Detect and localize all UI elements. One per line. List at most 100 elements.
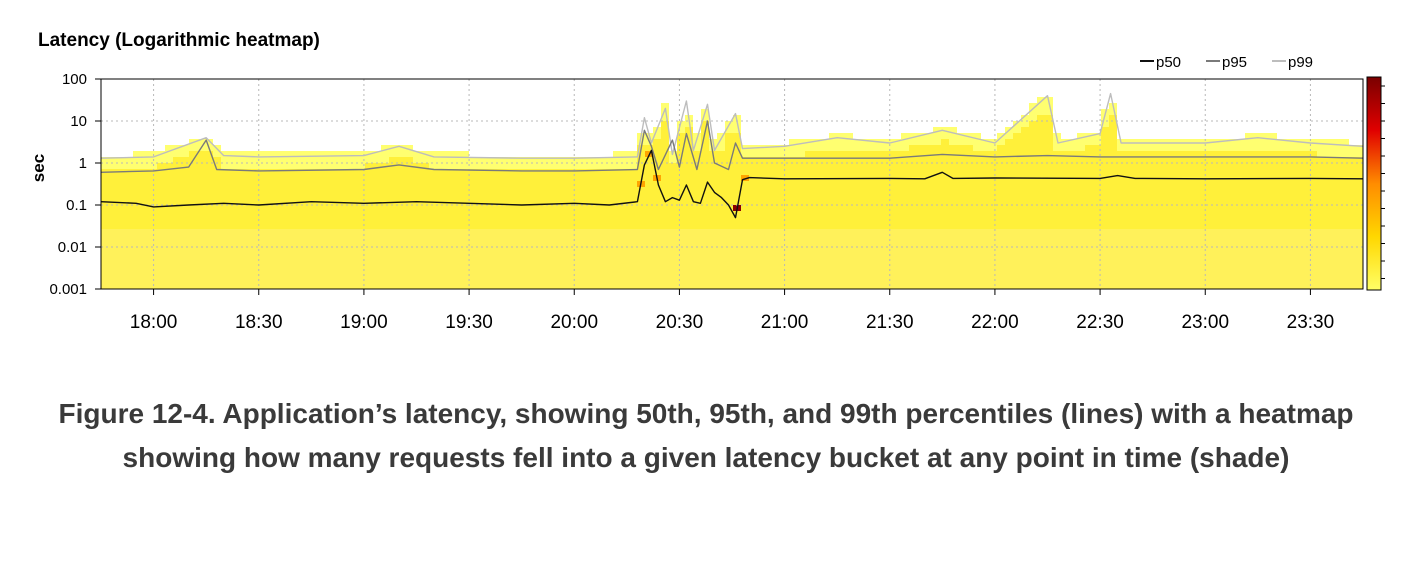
heatmap-cell xyxy=(1077,145,1085,151)
heatmap-cell xyxy=(1221,169,1229,175)
heatmap-cell xyxy=(157,205,165,211)
heatmap-cell xyxy=(1317,151,1325,157)
heatmap-cell xyxy=(1117,151,1125,157)
heatmap-cell xyxy=(725,235,733,241)
heatmap-cell xyxy=(309,217,317,223)
heatmap-cell xyxy=(821,283,829,289)
heatmap-cell xyxy=(573,181,581,187)
heatmap-cell xyxy=(565,205,573,211)
heatmap-cell xyxy=(597,223,605,229)
heatmap-cell xyxy=(317,223,325,229)
heatmap-cell xyxy=(469,283,477,289)
heatmap-cell xyxy=(1357,187,1363,193)
heatmap-cell xyxy=(101,187,109,193)
heatmap-cell xyxy=(1285,229,1293,235)
heatmap-cell xyxy=(1285,283,1293,289)
heatmap-cell xyxy=(573,193,581,199)
heatmap-cell xyxy=(181,163,189,169)
heatmap-cell xyxy=(373,271,381,277)
heatmap-cell xyxy=(1093,193,1101,199)
heatmap-cell xyxy=(445,211,453,217)
heatmap-cell xyxy=(789,271,797,277)
heatmap-cell xyxy=(861,163,869,169)
heatmap-cell xyxy=(181,211,189,217)
heatmap-cell xyxy=(1141,277,1149,283)
heatmap-cell xyxy=(1301,283,1309,289)
heatmap-cell xyxy=(1357,211,1363,217)
heatmap-cell xyxy=(693,145,701,151)
heatmap-cell xyxy=(709,193,717,199)
heatmap-cell xyxy=(733,277,741,283)
heatmap-cell xyxy=(837,145,845,151)
heatmap-cell xyxy=(757,277,765,283)
heatmap-cell xyxy=(1149,205,1157,211)
heatmap-cell xyxy=(1037,199,1045,205)
heatmap-cell xyxy=(253,151,261,157)
heatmap-cell xyxy=(1005,247,1013,253)
heatmap-cell xyxy=(1277,265,1285,271)
series-line-p99 xyxy=(100,92,1364,159)
x-tick-label: 21:00 xyxy=(761,312,809,333)
heatmap-cell xyxy=(605,157,613,163)
heatmap-cell xyxy=(701,253,709,259)
heatmap-cell xyxy=(261,217,269,223)
heatmap-cell xyxy=(357,217,365,223)
heatmap-cell xyxy=(853,247,861,253)
heatmap-cell xyxy=(973,253,981,259)
heatmap-cell xyxy=(589,187,597,193)
heatmap-cell xyxy=(1149,163,1157,169)
heatmap-cell xyxy=(197,187,205,193)
heatmap-cell xyxy=(941,277,949,283)
heatmap-cell xyxy=(125,265,133,271)
heatmap-cell xyxy=(373,193,381,199)
heatmap-cell xyxy=(909,223,917,229)
heatmap-cell xyxy=(877,241,885,247)
heatmap-cell xyxy=(381,253,389,259)
heatmap-cell xyxy=(949,139,957,145)
heatmap-cell xyxy=(173,169,181,175)
heatmap-cell xyxy=(725,193,733,199)
heatmap-cell xyxy=(125,241,133,247)
heatmap-cell xyxy=(1149,187,1157,193)
heatmap-cell xyxy=(533,163,541,169)
heatmap-cell xyxy=(509,217,517,223)
heatmap-cell xyxy=(557,223,565,229)
heatmap-cell xyxy=(173,181,181,187)
heatmap-cell xyxy=(661,133,669,139)
heatmap-cell xyxy=(821,253,829,259)
heatmap-cell xyxy=(1301,217,1309,223)
heatmap-cell xyxy=(1037,115,1045,121)
heatmap-cell xyxy=(325,265,333,271)
heatmap-cell xyxy=(109,253,117,259)
heatmap-cell xyxy=(525,247,533,253)
heatmap-cell xyxy=(581,169,589,175)
heatmap-cell xyxy=(1029,271,1037,277)
heatmap-cell xyxy=(149,271,157,277)
heatmap-cell xyxy=(261,283,269,289)
heatmap-cell xyxy=(637,139,645,145)
heatmap-cell xyxy=(677,205,685,211)
heatmap-cell xyxy=(677,259,685,265)
heatmap-cell xyxy=(917,271,925,277)
heatmap-cell xyxy=(1157,181,1165,187)
heatmap-cell xyxy=(173,217,181,223)
heatmap-cell xyxy=(1093,139,1101,145)
heatmap-cell xyxy=(469,223,477,229)
heatmap-cell xyxy=(917,223,925,229)
heatmap-cell xyxy=(293,163,301,169)
heatmap-cell xyxy=(901,145,909,151)
heatmap-cell xyxy=(821,241,829,247)
heatmap-cell xyxy=(725,139,733,145)
heatmap-cell xyxy=(301,211,309,217)
heatmap-cell xyxy=(341,265,349,271)
heatmap-cell xyxy=(517,283,525,289)
heatmap-cell xyxy=(845,139,853,145)
heatmap-cell xyxy=(429,277,437,283)
heatmap-cell xyxy=(1317,259,1325,265)
heatmap-cell xyxy=(709,157,717,163)
heatmap-cell xyxy=(509,199,517,205)
plot-frame xyxy=(100,78,1364,290)
heatmap-cell xyxy=(477,193,485,199)
heatmap-cell xyxy=(117,241,125,247)
heatmap-cell xyxy=(1333,139,1341,145)
